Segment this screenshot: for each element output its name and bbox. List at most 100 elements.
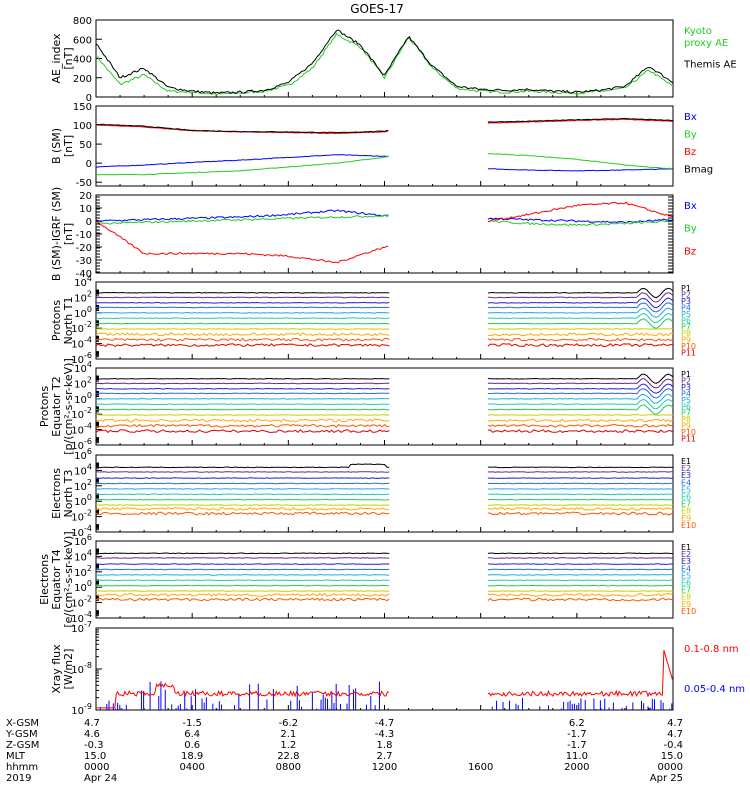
panel-e2: ElectronsEquator T4[e/(cm²-s-sr-keV)]10-… xyxy=(38,531,696,627)
y-tick-label: 10-4 xyxy=(71,336,92,351)
legend-p7: P7 xyxy=(681,409,691,418)
flux-line-e9 xyxy=(487,506,674,511)
y-tick-label: 10-9 xyxy=(71,702,92,717)
legend-bmag: Bmag xyxy=(684,165,713,176)
flux-line-p8 xyxy=(95,414,390,416)
tick-exp: 2 xyxy=(87,564,92,573)
flux-line-p5 xyxy=(95,397,390,400)
legend-e7: E7 xyxy=(681,500,691,509)
legend-e2: E2 xyxy=(681,464,691,473)
y-axis-label-line: Electrons xyxy=(50,468,63,519)
flux-line-p7 xyxy=(487,318,674,329)
tick-exp: 0 xyxy=(87,391,92,400)
tick-exp: 4 xyxy=(87,548,92,557)
x-row-value: 6.4 xyxy=(184,729,200,740)
flux-line-e9 xyxy=(95,592,390,597)
tick-base: 10 xyxy=(71,665,84,676)
y-tick-label: 20 xyxy=(79,191,92,202)
flux-line-e9 xyxy=(487,592,674,597)
x-row-value: 15.0 xyxy=(84,751,106,762)
x-row-value: -0.4 xyxy=(663,740,683,751)
flux-line-p9 xyxy=(95,332,390,337)
y-tick-label: -50 xyxy=(76,178,92,189)
tick-base: 10 xyxy=(74,395,87,406)
legend-p2: P2 xyxy=(681,376,691,385)
y-axis-label-line: North T3 xyxy=(62,470,75,518)
flux-line-p8 xyxy=(487,414,674,416)
tick-exp: 0 xyxy=(87,305,92,314)
series-line-green xyxy=(95,156,389,176)
x-row-value: 1.2 xyxy=(280,740,296,751)
x-row-value: -1.5 xyxy=(182,718,202,729)
flux-line-e5 xyxy=(95,574,390,576)
y-tick-label: 150 xyxy=(73,102,92,113)
x-row-value: -1.7 xyxy=(567,740,587,751)
flux-line-p1 xyxy=(95,377,390,380)
tick-exp: 4 xyxy=(87,360,92,369)
flux-line-e3 xyxy=(95,477,390,479)
flux-line-e6 xyxy=(487,493,674,496)
x-row-value: -4.3 xyxy=(375,729,395,740)
series-line-blue xyxy=(487,217,673,224)
legend-line: Kyoto xyxy=(684,26,712,37)
legend-e8: E8 xyxy=(681,507,691,516)
legend-p4: P4 xyxy=(681,389,691,398)
tick-base: 10 xyxy=(74,278,87,289)
legend-line: Bx xyxy=(684,112,697,123)
y-tick-label: 10-2 xyxy=(71,320,92,335)
y-tick-label: 200 xyxy=(73,74,92,85)
flux-line-p3 xyxy=(487,297,674,309)
x-row-value: 2.1 xyxy=(280,729,296,740)
tick-base: 10 xyxy=(74,466,87,477)
y-tick-label: 104 xyxy=(74,548,92,563)
x-row-value: 2000 xyxy=(564,762,589,773)
y-axis-label-line: AE_index xyxy=(50,33,63,84)
flux-line-p10 xyxy=(487,423,674,428)
legend-line: Themis AE xyxy=(683,60,737,71)
y-tick-label: 10-4 xyxy=(71,422,92,437)
flux-line-e2 xyxy=(95,471,390,473)
x-row-value: -0.3 xyxy=(84,740,104,751)
panel-b: B (SM)[nT] -50 0 50 100 150 Bx By Bz Bmag xyxy=(50,102,713,189)
panel-frame xyxy=(95,367,674,446)
flux-line-e4 xyxy=(95,482,390,485)
flux-line-e3 xyxy=(95,563,390,565)
y-tick-label: 600 xyxy=(73,35,92,46)
y-tick-label: 10-4 xyxy=(71,610,92,625)
y-axis-label: B (SM)-IGRF (SM)[nT] xyxy=(50,187,75,281)
legend-line: By xyxy=(684,224,697,235)
y-tick-label: 104 xyxy=(74,462,92,477)
flux-line-e7 xyxy=(95,584,390,587)
y-axis-label-line: Equator T2 xyxy=(50,376,63,436)
tick-base: 10 xyxy=(74,309,87,320)
y-tick-label: -20 xyxy=(76,243,92,254)
legend-line: proxy AE xyxy=(684,38,728,49)
x-row-value: 15.0 xyxy=(661,751,683,762)
tick-base: 10 xyxy=(71,441,84,452)
legend-p10: P10 xyxy=(681,428,696,437)
x-row-value: 4.6 xyxy=(84,729,100,740)
x-row-value: 18.9 xyxy=(181,751,203,762)
y-axis-label-line: Protons xyxy=(38,386,51,427)
y-axis-label: ProtonsEquator T2[p/(cm²-s-sr-keV)] xyxy=(38,358,75,455)
x-row-value: 4.7 xyxy=(667,729,683,740)
flux-line-e6 xyxy=(95,493,390,496)
panel-frame xyxy=(95,194,674,274)
legend-e5: E5 xyxy=(681,485,691,494)
x-row-value: 0400 xyxy=(179,762,204,773)
flux-line-p7 xyxy=(95,408,390,411)
flux-line-e4 xyxy=(487,568,673,571)
tick-exp: -8 xyxy=(84,661,92,670)
y-tick-label: 102 xyxy=(74,289,92,304)
tick-exp: -7 xyxy=(84,620,92,629)
flux-line-p3 xyxy=(95,387,390,390)
tick-exp: 4 xyxy=(87,462,92,471)
tick-exp: 6 xyxy=(87,533,92,542)
flux-line-p4 xyxy=(487,302,674,313)
flux-line-e5 xyxy=(95,488,390,490)
flux-line-e1 xyxy=(487,552,674,555)
series-line-black xyxy=(487,117,673,123)
tick-base: 10 xyxy=(71,624,84,635)
y-tick-label: 100 xyxy=(74,493,92,508)
flux-line-p10 xyxy=(95,423,390,428)
